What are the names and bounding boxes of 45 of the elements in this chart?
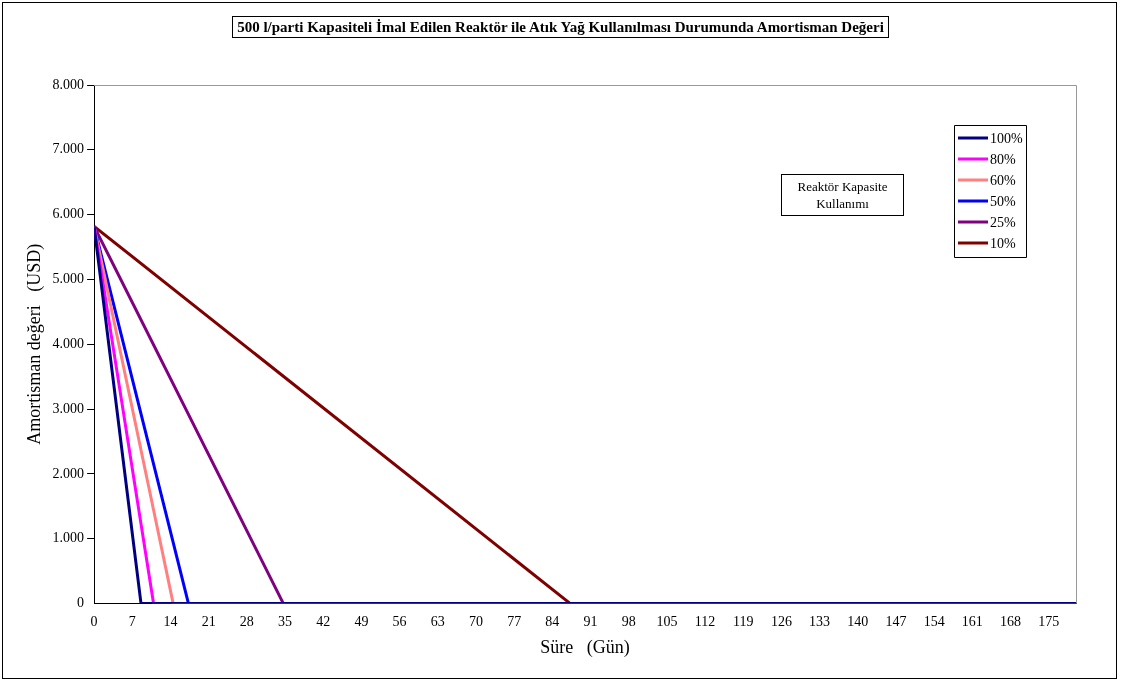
x-tick-label: 161 <box>961 613 983 629</box>
x-tick-label: 28 <box>239 613 254 629</box>
y-tick-label: 1.000 <box>52 530 85 546</box>
legend-label: 60% <box>990 172 1016 188</box>
x-tick-label: 105 <box>656 613 678 629</box>
x-tick-label: 63 <box>430 613 445 629</box>
x-tick-label: 35 <box>278 613 293 629</box>
x-tick-label: 147 <box>885 613 907 629</box>
x-tick-label: 0 <box>90 613 98 629</box>
x-tick-label: 98 <box>621 613 636 629</box>
x-tick-label: 77 <box>507 613 522 629</box>
y-tick-label: 7.000 <box>52 141 85 157</box>
chart-title: 500 l/parti Kapasiteli İmal Edilen Reaktör ile Atık Yağ Kullanılması Durumunda Amortisman Değeri <box>232 16 889 38</box>
x-tick-label: 21 <box>201 613 216 629</box>
y-tick-label: 6.000 <box>52 206 85 222</box>
y-tick-label: 8.000 <box>52 76 85 92</box>
x-tick-label: 119 <box>733 613 754 629</box>
x-tick-label: 70 <box>468 613 483 629</box>
legend-label: 100% <box>990 130 1023 146</box>
x-tick-label: 112 <box>694 613 716 629</box>
x-tick-label: 42 <box>316 613 331 629</box>
x-tick-label: 49 <box>354 613 369 629</box>
y-tick-label: 2.000 <box>52 465 85 481</box>
y-tick-label: 0 <box>77 595 85 611</box>
x-tick-label: 140 <box>847 613 869 629</box>
x-tick-label: 168 <box>1000 613 1022 629</box>
x-tick-label: 91 <box>583 613 598 629</box>
x-tick-label: 84 <box>545 613 560 629</box>
legend-label: 10% <box>990 235 1016 251</box>
x-tick-label: 7 <box>128 613 136 629</box>
x-tick-label: 14 <box>163 613 178 629</box>
y-axis-title: Amortisman değeri (USD) <box>23 243 45 445</box>
y-tick-label: 3.000 <box>52 400 85 416</box>
y-tick-label: 4.000 <box>52 335 85 351</box>
x-tick-label: 133 <box>809 613 831 629</box>
y-tick-label: 5.000 <box>52 271 85 287</box>
x-tick-label: 154 <box>923 613 945 629</box>
x-axis-title: Süre (Gün) <box>540 636 630 658</box>
legend-label: 25% <box>990 214 1016 230</box>
legend-label: 50% <box>990 193 1016 209</box>
legend-title: Reaktör Kapasite Kullanımı <box>781 174 904 216</box>
x-tick-label: 56 <box>392 613 407 629</box>
legend-label: 80% <box>990 151 1016 167</box>
x-tick-label: 126 <box>770 613 792 629</box>
x-tick-label: 175 <box>1038 613 1060 629</box>
